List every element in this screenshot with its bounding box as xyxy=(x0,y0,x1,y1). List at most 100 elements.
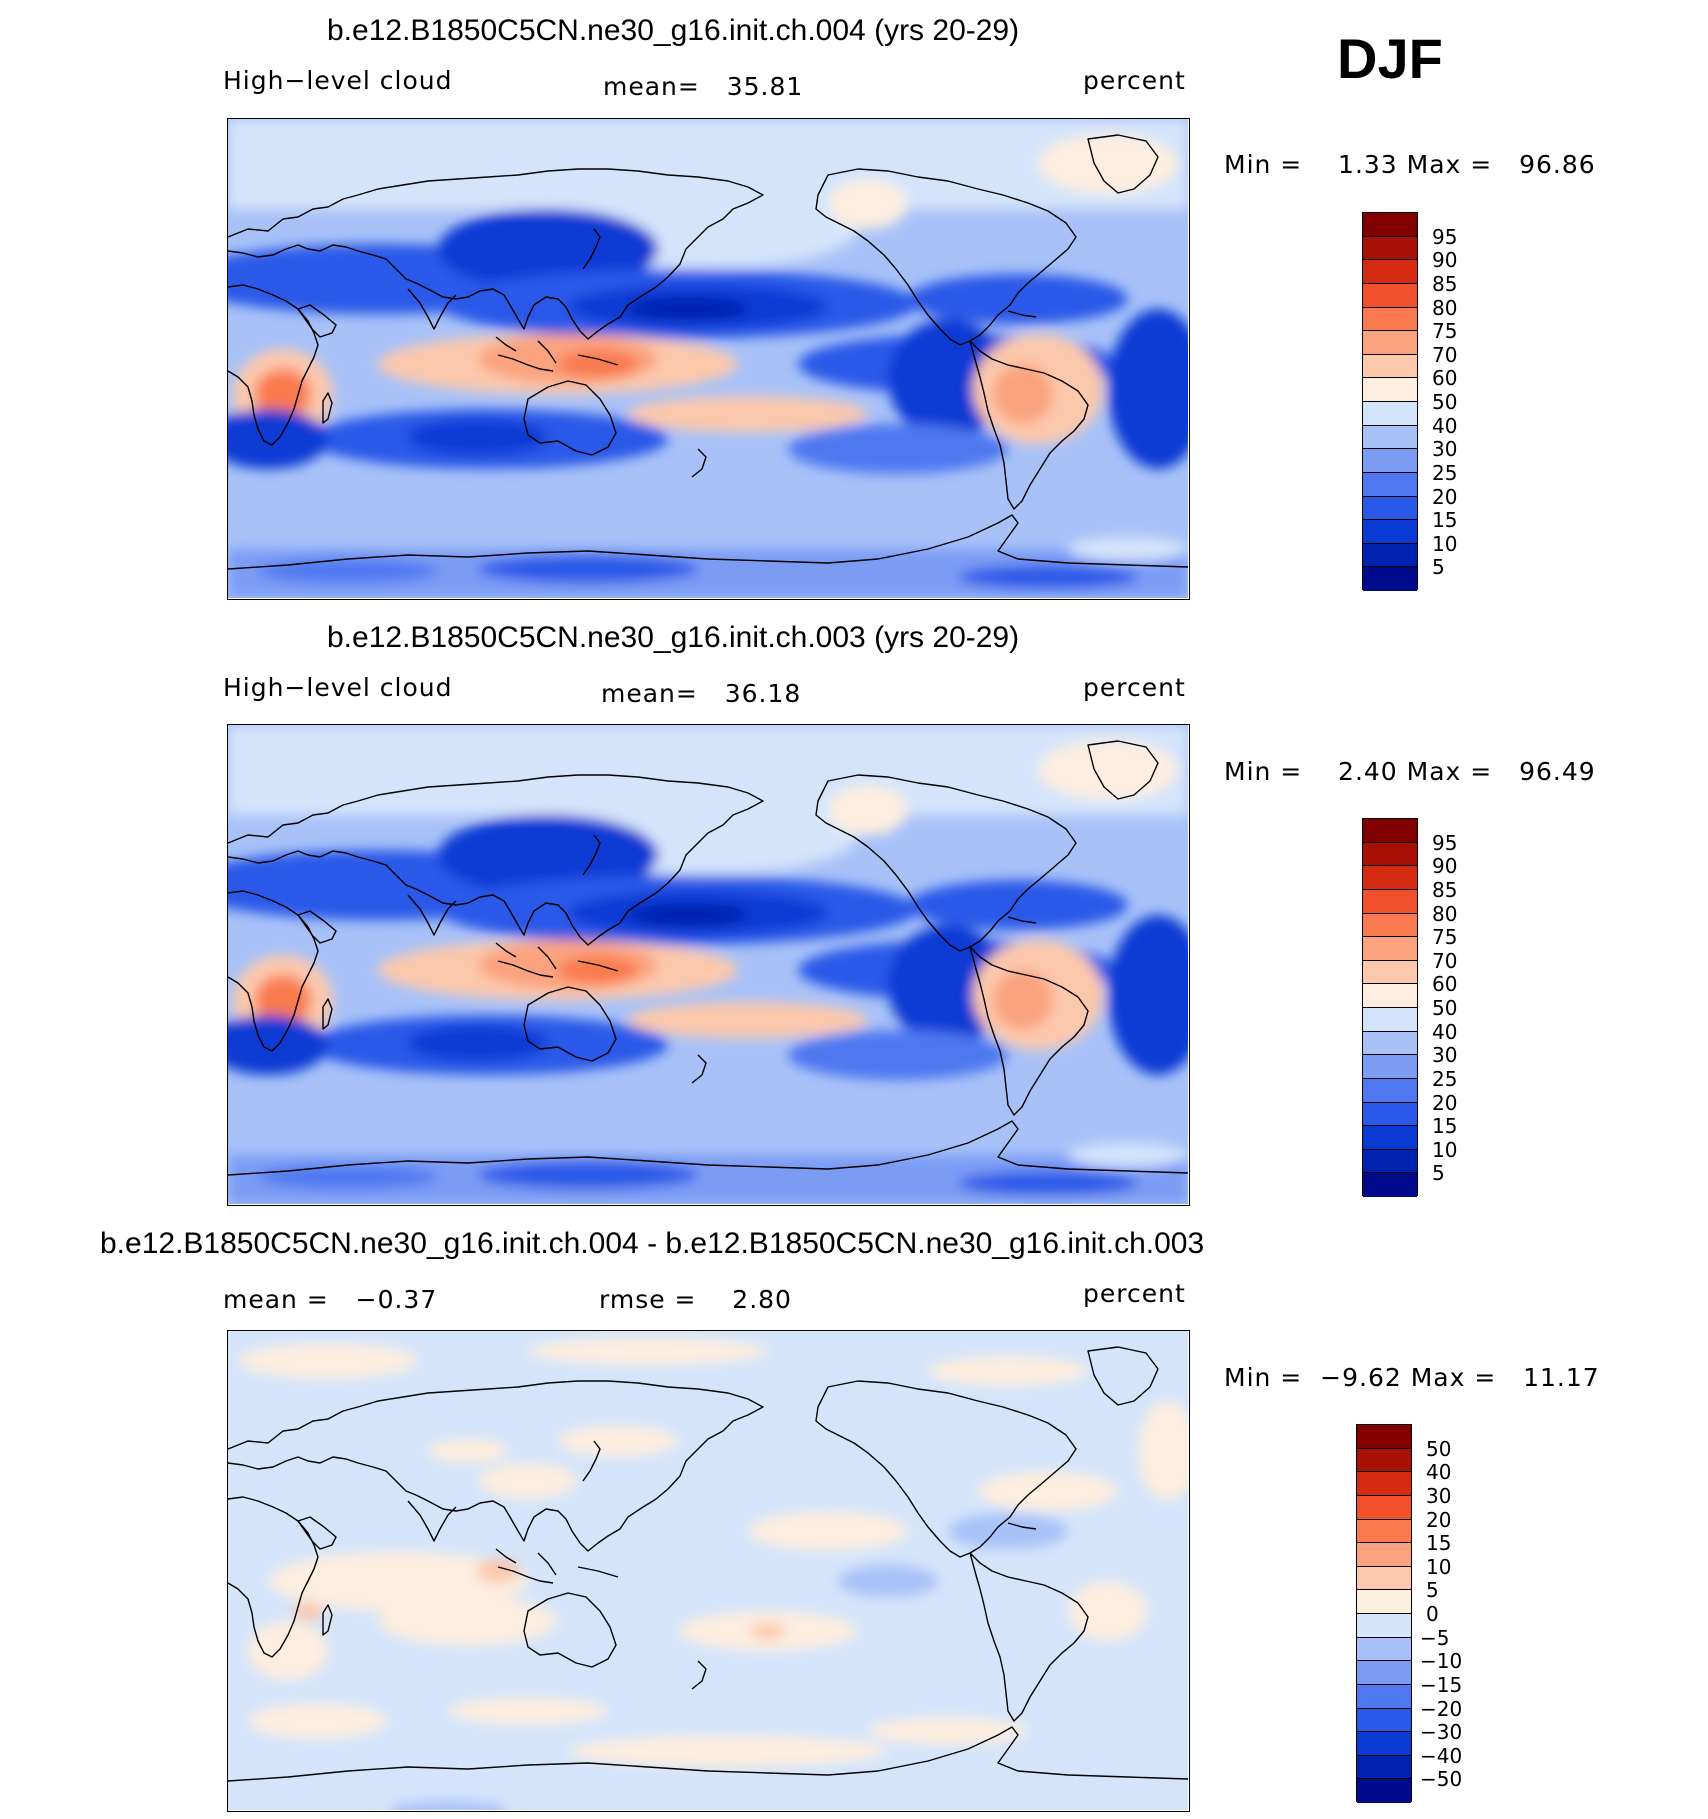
colorbar-segment xyxy=(1357,1590,1411,1614)
colorbar-tick-label: −50 xyxy=(1420,1767,1463,1792)
colorbar-tick-label: 80 xyxy=(1432,901,1458,926)
colorbar-tick-label: 40 xyxy=(1432,1019,1458,1044)
colorbar-tick-label: 25 xyxy=(1432,1066,1458,1091)
colorbar-segment xyxy=(1357,1637,1411,1662)
panel-2-mean-text: mean= xyxy=(601,679,698,708)
panel-1-units: percent xyxy=(1083,66,1186,95)
colorbar-segment xyxy=(1363,1173,1417,1197)
colorbar-segment xyxy=(1363,543,1417,568)
panel-3-colorbar xyxy=(1356,1424,1412,1803)
colorbar-segment xyxy=(1363,866,1417,890)
colorbar-tick-label: −15 xyxy=(1420,1672,1463,1697)
panel-2-variable-label: High−level cloud xyxy=(223,673,453,702)
colorbar-tick-label: 15 xyxy=(1426,1531,1452,1556)
colorbar-tick-label: 0 xyxy=(1426,1602,1439,1626)
colorbar-tick-label: 30 xyxy=(1432,437,1458,462)
colorbar-segment xyxy=(1363,819,1417,843)
colorbar-segment xyxy=(1363,889,1417,914)
season-label: DJF xyxy=(1337,27,1443,90)
colorbar-segment xyxy=(1363,937,1417,961)
colorbar-segment xyxy=(1363,1149,1417,1174)
panel-3-map xyxy=(227,1330,1190,1812)
colorbar-tick-label: 20 xyxy=(1432,1090,1458,1115)
panel-3-rmse-value: 2.80 xyxy=(732,1285,792,1314)
panel-3-mean-label: mean = −0.37 xyxy=(223,1285,438,1314)
panel-1-mean-value: 35.81 xyxy=(726,72,804,101)
panel-1-title: b.e12.B1850C5CN.ne30_g16.init.ch.004 (yr… xyxy=(327,14,1020,47)
panel-3-rmse-label: rmse = 2.80 xyxy=(599,1285,792,1314)
colorbar-tick-label: 85 xyxy=(1432,877,1458,902)
colorbar-segment xyxy=(1357,1448,1411,1473)
colorbar-segment xyxy=(1363,984,1417,1008)
panel-2-map-svg xyxy=(228,725,1188,1204)
colorbar-tick-label: 50 xyxy=(1432,996,1458,1020)
colorbar-segment xyxy=(1363,1008,1417,1032)
panel-2-minmax: Min = 2.40 Max = 96.49 xyxy=(1224,757,1596,786)
colorbar-segment xyxy=(1363,354,1417,379)
panel-1-mean-text: mean= xyxy=(603,72,700,101)
colorbar-tick-label: 90 xyxy=(1432,248,1458,273)
panel-2-title: b.e12.B1850C5CN.ne30_g16.init.ch.003 (yr… xyxy=(327,621,1020,654)
colorbar-tick-label: 90 xyxy=(1432,854,1458,879)
colorbar-tick-label: 60 xyxy=(1432,972,1458,997)
colorbar-segment xyxy=(1363,236,1417,261)
colorbar-tick-label: 5 xyxy=(1432,555,1445,580)
colorbar-tick-label: 70 xyxy=(1432,342,1458,367)
colorbar-segment xyxy=(1363,472,1417,497)
colorbar-tick-label: 10 xyxy=(1426,1554,1452,1579)
panel-2-units: percent xyxy=(1083,673,1186,702)
panel-1-variable-label: High−level cloud xyxy=(223,66,453,95)
colorbar-tick-label: 20 xyxy=(1426,1507,1452,1532)
colorbar-tick-label: −5 xyxy=(1420,1625,1450,1650)
colorbar-tick-label: 95 xyxy=(1432,830,1458,855)
colorbar-segment xyxy=(1357,1425,1411,1449)
colorbar-segment xyxy=(1363,260,1417,284)
colorbar-tick-label: 20 xyxy=(1432,484,1458,509)
colorbar-tick-label: 15 xyxy=(1432,1114,1458,1139)
colorbar-segment xyxy=(1363,213,1417,237)
colorbar-tick-label: 30 xyxy=(1426,1483,1452,1508)
colorbar-segment xyxy=(1363,1102,1417,1127)
colorbar-segment xyxy=(1357,1732,1411,1756)
colorbar-segment xyxy=(1363,402,1417,426)
colorbar-segment xyxy=(1357,1755,1411,1780)
colorbar-tick-label: 40 xyxy=(1432,413,1458,438)
colorbar-segment xyxy=(1363,1126,1417,1150)
colorbar-tick-label: −10 xyxy=(1420,1649,1463,1674)
colorbar-tick-label: 40 xyxy=(1426,1460,1452,1485)
panel-1-map xyxy=(227,118,1190,600)
colorbar-segment xyxy=(1363,960,1417,985)
colorbar-segment xyxy=(1363,567,1417,591)
colorbar-segment xyxy=(1363,449,1417,473)
panel-3-title: b.e12.B1850C5CN.ne30_g16.init.ch.004 - b… xyxy=(100,1227,1205,1260)
colorbar-segment xyxy=(1363,331,1417,355)
colorbar-tick-label: 85 xyxy=(1432,271,1458,296)
colorbar-segment xyxy=(1357,1519,1411,1544)
colorbar-segment xyxy=(1357,1708,1411,1733)
panel-3-map-svg xyxy=(228,1331,1188,1810)
colorbar-tick-label: −30 xyxy=(1420,1720,1463,1745)
colorbar-tick-label: 60 xyxy=(1432,366,1458,391)
colorbar-tick-label: 75 xyxy=(1432,925,1458,950)
colorbar-tick-label: 50 xyxy=(1432,390,1458,414)
panel-1-colorbar xyxy=(1362,212,1418,591)
colorbar-segment xyxy=(1357,1472,1411,1496)
panel-3-units: percent xyxy=(1083,1279,1186,1308)
colorbar-tick-label: 5 xyxy=(1432,1161,1445,1186)
panel-1-mean-label: mean= 35.81 xyxy=(603,72,803,101)
colorbar-tick-label: −20 xyxy=(1420,1696,1463,1721)
colorbar-segment xyxy=(1363,913,1417,938)
colorbar-tick-label: 70 xyxy=(1432,948,1458,973)
colorbar-segment xyxy=(1357,1614,1411,1638)
panel-1-minmax: Min = 1.33 Max = 96.86 xyxy=(1224,150,1596,179)
colorbar-segment xyxy=(1357,1779,1411,1803)
colorbar-segment xyxy=(1363,1031,1417,1056)
colorbar-segment xyxy=(1357,1543,1411,1567)
panel-2-colorbar xyxy=(1362,818,1418,1197)
colorbar-tick-label: 25 xyxy=(1432,460,1458,485)
colorbar-segment xyxy=(1363,283,1417,308)
colorbar-segment xyxy=(1357,1495,1411,1520)
panel-3-rmse-text: rmse = xyxy=(599,1285,697,1314)
panel-1-map-svg xyxy=(228,119,1188,598)
colorbar-tick-label: 80 xyxy=(1432,295,1458,320)
